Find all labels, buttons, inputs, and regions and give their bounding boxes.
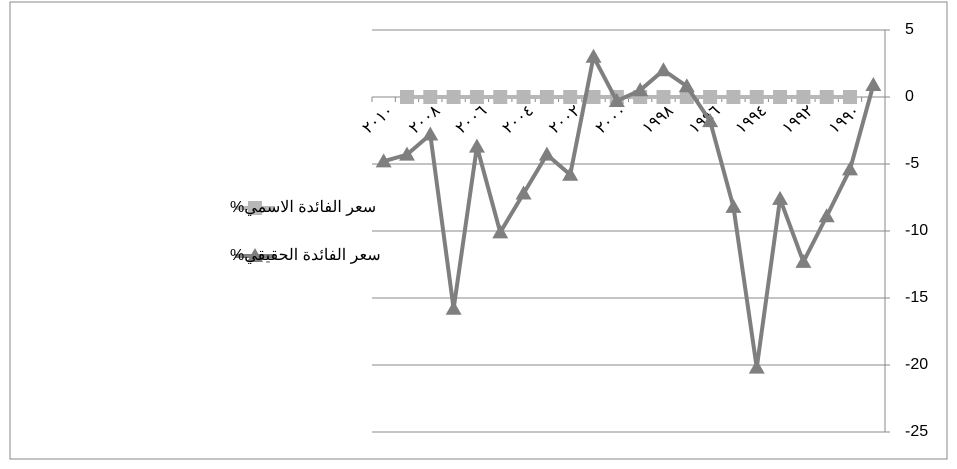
data-point (469, 90, 484, 104)
data-point (492, 224, 509, 239)
y-tick-label: -20 (905, 356, 928, 373)
data-point (655, 62, 672, 77)
data-point (398, 146, 415, 161)
data-point (842, 161, 859, 176)
y-tick-label: -10 (905, 222, 928, 239)
data-point (748, 359, 765, 374)
data-point (632, 82, 649, 97)
legend-swatch (248, 201, 262, 215)
data-point (375, 153, 392, 168)
data-point (795, 253, 812, 268)
data-point (749, 90, 764, 104)
data-point (422, 126, 439, 141)
y-tick-label: -25 (905, 423, 928, 440)
legend-label: سعر الفائدة الحقيقي% (230, 247, 381, 264)
data-point (608, 93, 625, 108)
y-tick-label: -15 (905, 289, 928, 306)
data-point (493, 90, 508, 104)
legend-label: سعر الفائدة الاسمي% (230, 199, 376, 216)
data-point (678, 78, 695, 93)
data-point (772, 190, 789, 205)
data-point (399, 90, 414, 104)
data-point (445, 300, 462, 315)
data-point (586, 90, 601, 104)
series-line (383, 50, 876, 368)
legend-swatch (247, 248, 263, 262)
data-point (446, 90, 461, 104)
data-point (843, 90, 858, 104)
data-point (562, 166, 579, 181)
data-point (818, 208, 835, 223)
data-point (423, 90, 438, 104)
data-point (538, 146, 555, 161)
y-tick-label: 5 (905, 21, 914, 38)
data-point (702, 113, 719, 128)
data-point (585, 48, 602, 63)
y-tick-label: 0 (905, 88, 914, 105)
data-point (796, 90, 811, 104)
y-tick-label: -5 (905, 155, 919, 172)
data-point (726, 90, 741, 104)
data-point (515, 185, 532, 200)
data-point (516, 90, 531, 104)
data-point (865, 76, 882, 91)
data-point (725, 198, 742, 213)
data-point (773, 90, 788, 104)
data-point (468, 138, 485, 153)
data-point (819, 90, 834, 104)
data-point (563, 90, 578, 104)
data-point (703, 90, 718, 104)
data-point (539, 90, 554, 104)
data-point (656, 90, 671, 104)
